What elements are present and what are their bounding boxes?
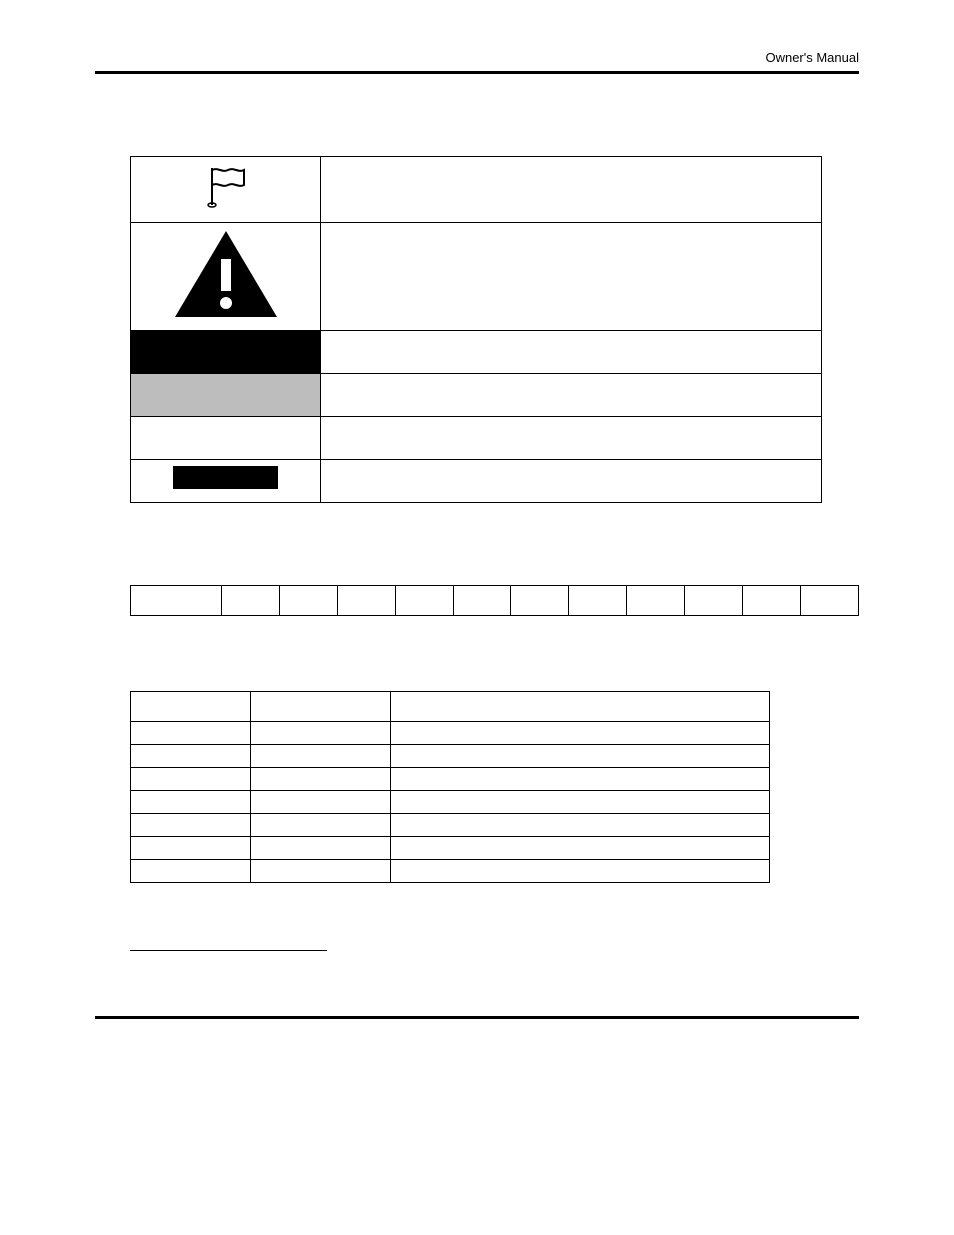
rev-cell: MANUAL UPDATE (391, 768, 770, 791)
rev-cell: MANUAL UPDATE (391, 745, 770, 768)
foreword-intro: These instructions are written on differ… (95, 127, 859, 142)
rev-cell: 18/05/2015 (251, 791, 391, 814)
important-desc: Indicates that equipment or property dam… (321, 460, 822, 503)
rev-header: DESCRIPTION (391, 692, 770, 722)
rev-header: DATE (251, 692, 391, 722)
flag-icon (202, 163, 250, 209)
rev-cell: 04/06/2015 (251, 814, 391, 837)
footer-page: 3 of 12 (822, 1031, 859, 1045)
safety-row-warning: WARNING Indicates a potentially hazardou… (131, 374, 822, 417)
rev-row: E 04/06/2015 Update "H" model review (131, 814, 770, 837)
safety-table: Indicate the presence of a hint or advic… (130, 156, 822, 503)
safety-row-important: IMPORTANT Indicates that equipment or pr… (131, 460, 822, 503)
page: Owner's Manual DAC Swiveling Wand Forewo… (0, 0, 954, 1235)
rev-row: A 17/02/2012 FIRST ISSUE (131, 722, 770, 745)
safety-row-alert: Safety alert symbol. Follow all safety m… (131, 223, 822, 331)
rev-row: D 18/05/2015 AS PER ECN 15-107 (131, 791, 770, 814)
rev-cell: A (131, 722, 251, 745)
rev-row: C 11/03/2013 MANUAL UPDATE (131, 768, 770, 791)
rev-cell: 06/10/2015 (251, 837, 391, 860)
caution-label: CAUTION (131, 417, 321, 460)
header-rule (95, 71, 859, 74)
rev-cell: G (131, 860, 251, 883)
rev-cell: AS PER ECN 17-083 (demister not offered … (391, 860, 770, 883)
serial-cell: F (511, 586, 569, 616)
rev-cell: Update "H" model review (391, 814, 770, 837)
serial-cell: C (337, 586, 395, 616)
serial-plate-table: 85045100 A B C D E F G H J K L (130, 585, 859, 616)
rev-cell: F (131, 837, 251, 860)
serial-cell: G (569, 586, 627, 616)
caution-desc: Indicates a potentially hazardous situat… (321, 417, 822, 460)
header: Owner's Manual DAC Swiveling Wand (95, 50, 859, 74)
serial-row: 85045100 A B C D E F G H J K L (131, 586, 859, 616)
serial-cell: J (685, 586, 743, 616)
footer-doc: 87045100* – Rev. G (95, 1031, 203, 1045)
serial-title: Serial number plate (95, 525, 859, 542)
rev-cell: 17/02/2012 (251, 722, 391, 745)
serial-cell: D (395, 586, 453, 616)
safety-row-danger: DANGER Indicates an imminently hazardous… (131, 331, 822, 374)
rev-cell: FIRST ISSUE (391, 722, 770, 745)
footer: 87045100* – Rev. G 3 of 12 (95, 1031, 859, 1045)
serial-cell: E (453, 586, 511, 616)
foreword-title: Foreword (95, 96, 859, 113)
header-left: DAC Swiveling Wand (95, 51, 859, 66)
rev-cell: E (131, 814, 251, 837)
serial-cell: 85045100 (131, 586, 222, 616)
serial-desc: The manufacturer's plate of the machine … (95, 556, 859, 571)
rev-cell: 18/02/2013 (251, 745, 391, 768)
rev-cell: B (131, 745, 251, 768)
danger-desc: Indicates an imminently hazardous situat… (321, 331, 822, 374)
rev-cell: AS PER ECN 15-107 (391, 791, 770, 814)
rev-header: REVISION (131, 692, 251, 722)
serial-cell: B (279, 586, 337, 616)
alert-desc: Safety alert symbol. Follow all safety m… (321, 223, 822, 331)
rev-header-row: REVISION DATE DESCRIPTION (131, 692, 770, 722)
rev-cell: 11/03/2013 (251, 768, 391, 791)
safety-row-flag: Indicate the presence of a hint or advic… (131, 157, 822, 223)
important-box: IMPORTANT (173, 466, 277, 489)
danger-label: DANGER (131, 331, 321, 374)
rev-cell: C (131, 768, 251, 791)
flag-desc: Indicate the presence of a hint or advic… (321, 157, 822, 223)
serial-wrapper: 85045100 A B C D E F G H J K L Manufactu… (130, 585, 859, 638)
rev-row: G 09/06/2017 AS PER ECN 17-083 (demister… (131, 860, 770, 883)
flag-cell (131, 157, 321, 223)
warning-label: WARNING (131, 374, 321, 417)
revision-title: Revision (95, 660, 859, 677)
rev-cell: AS PER ECN 15-205 (391, 837, 770, 860)
rev-cell: D (131, 791, 251, 814)
serial-caption: Manufacturer's plate of the machine (130, 624, 859, 638)
serial-cell: A (221, 586, 279, 616)
warning-desc: Indicates a potentially hazardous situat… (321, 374, 822, 417)
revision-table: REVISION DATE DESCRIPTION A 17/02/2012 F… (130, 691, 770, 883)
safety-alert-icon (171, 229, 281, 321)
rev-cell: 09/06/2017 (251, 860, 391, 883)
alert-cell (131, 223, 321, 331)
rev-row: B 18/02/2013 MANUAL UPDATE (131, 745, 770, 768)
serial-cell: H (627, 586, 685, 616)
serial-cell: L (801, 586, 859, 616)
serial-cell: K (743, 586, 801, 616)
safety-row-caution: CAUTION Indicates a potentially hazardou… (131, 417, 822, 460)
specs-title: Technical Specifications (130, 927, 327, 951)
rev-row: F 06/10/2015 AS PER ECN 15-205 (131, 837, 770, 860)
important-label: IMPORTANT (131, 460, 321, 503)
footer-rule (95, 1016, 859, 1019)
